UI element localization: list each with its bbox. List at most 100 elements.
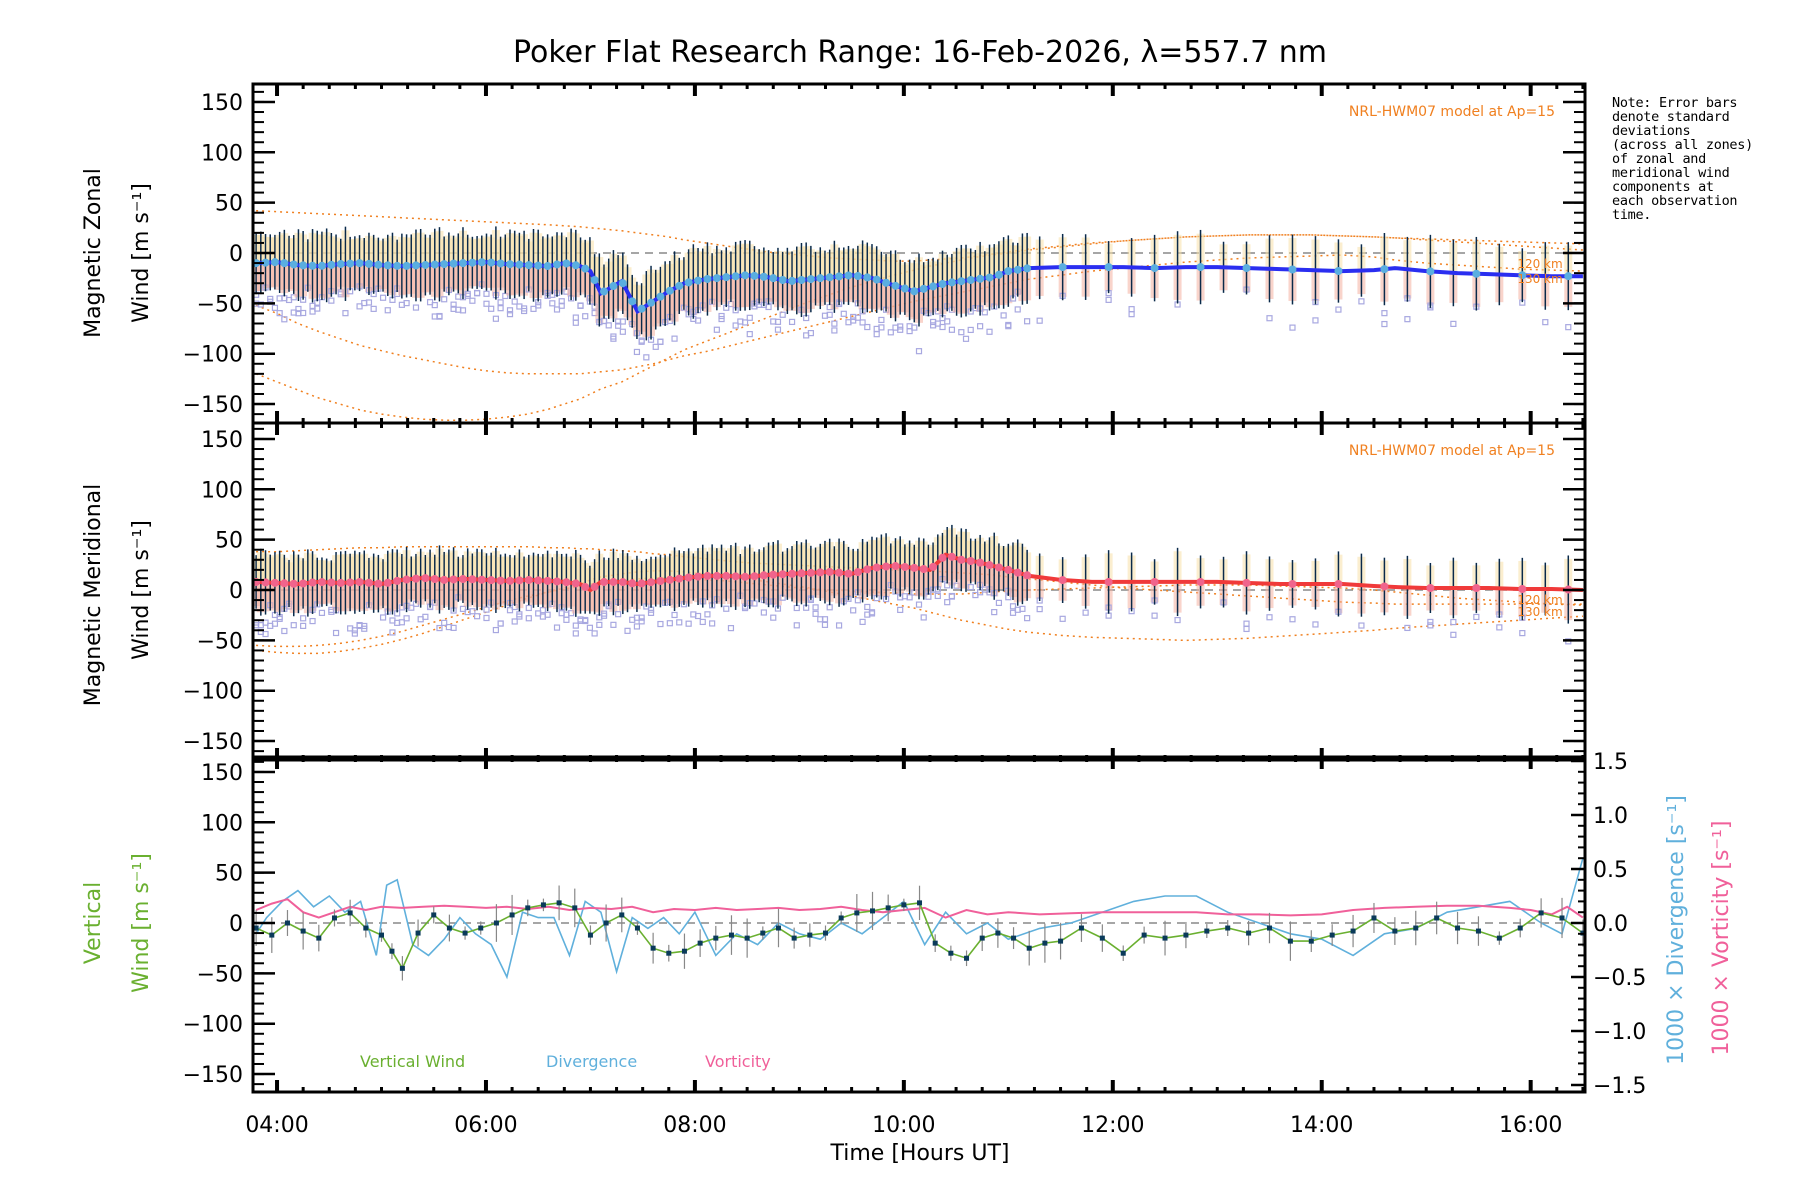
zone-point <box>1358 298 1365 305</box>
zonal-wind-marker <box>393 261 402 270</box>
zone-point <box>469 297 476 304</box>
vertical-wind-marker <box>331 915 337 921</box>
zonal-wind-marker <box>1380 265 1389 274</box>
zonal-wind-marker <box>524 261 533 270</box>
y-tick-label: −100 <box>183 680 243 705</box>
meridional-wind-marker <box>496 576 505 585</box>
zone-point <box>831 320 838 327</box>
vertical-wind-marker <box>378 932 384 938</box>
zone-point <box>488 305 495 312</box>
meridional-wind-marker <box>806 568 815 577</box>
vertical-wind-marker <box>948 950 954 956</box>
zonal-wind-marker <box>571 261 580 270</box>
zone-point <box>1000 312 1007 319</box>
zonal-wind-marker <box>1023 264 1032 273</box>
zonal-wind-marker <box>647 298 656 307</box>
vertical-wind-marker <box>478 925 484 931</box>
y2-tick-label: 0.0 <box>1593 912 1628 937</box>
zonal-wind-marker <box>581 264 590 273</box>
vertical-wind-marker <box>964 955 970 961</box>
zone-point <box>1427 622 1434 629</box>
y-tick-label: −50 <box>197 962 243 987</box>
zonal-wind-marker <box>1518 271 1527 280</box>
zone-point <box>356 303 363 310</box>
zone-point <box>633 623 641 630</box>
vertical-wind-marker <box>1246 930 1252 936</box>
legend-vertical-wind: Vertical Wind <box>360 1052 465 1071</box>
zone-point <box>1266 315 1273 322</box>
meridional-wind-marker <box>910 563 919 572</box>
meridional-wind-marker <box>684 573 693 582</box>
zone-point <box>549 300 556 307</box>
zone-point <box>666 620 673 627</box>
zone-point <box>991 609 998 616</box>
meridional-wind-marker <box>1013 568 1022 577</box>
zone-point <box>793 622 800 629</box>
y-tick-label: −50 <box>197 292 243 317</box>
x-axis-label: Time [Hours UT] <box>830 1141 1010 1166</box>
zonal-wind-marker <box>675 281 684 290</box>
vertical-wind-marker <box>681 948 687 954</box>
zonal-wind-marker <box>797 275 806 284</box>
zonal-wind-marker <box>1472 269 1481 278</box>
vertical-wind-marker <box>300 928 306 934</box>
zonal-wind-marker <box>430 260 439 269</box>
zonal-wind-marker <box>1242 264 1251 273</box>
zone-point <box>521 307 528 315</box>
zonal-wind-marker <box>806 275 815 284</box>
vertical-wind-marker <box>728 932 734 938</box>
zone-point <box>788 318 796 326</box>
zone-point <box>1289 324 1296 331</box>
zone-point <box>1082 609 1089 616</box>
y-tick-label: 100 <box>201 478 243 503</box>
zone-point <box>379 294 387 301</box>
vertical-wind-marker <box>1559 915 1565 921</box>
meridional-wind-marker <box>355 577 364 586</box>
zone-point <box>1174 616 1181 624</box>
zone-point <box>361 622 368 630</box>
meridional-wind-marker <box>458 575 467 584</box>
y-tick-label: −100 <box>183 343 243 368</box>
vertical-wind-line <box>255 902 1584 971</box>
vertical-wind-marker <box>399 965 405 971</box>
meridional-wind-marker <box>618 578 627 587</box>
meridional-wind-marker <box>853 568 862 577</box>
zonal-wind-marker <box>684 278 693 287</box>
zone-point <box>300 622 307 629</box>
zone-point <box>718 315 725 323</box>
vertical-wind-marker <box>1042 940 1048 946</box>
zone-point <box>370 305 377 312</box>
meridional-wind-marker <box>1104 577 1113 586</box>
vorticity-line <box>255 898 1584 919</box>
vertical-wind-marker <box>1538 910 1544 916</box>
zonal-wind-marker <box>947 278 956 287</box>
zone-point <box>915 348 923 355</box>
meridional-model-label: NRL-HWM07 model at Ap=15 <box>1349 443 1555 459</box>
zone-point <box>897 606 904 614</box>
meridional-wind-marker <box>1196 577 1205 586</box>
vertical-wind-marker <box>1078 925 1084 931</box>
x-tick-label: 04:00 <box>245 1113 308 1138</box>
zonal-wind-marker <box>308 261 317 270</box>
zonal-wind-marker <box>835 272 844 281</box>
zone-point <box>1005 321 1012 329</box>
zone-point <box>342 310 349 317</box>
zone-point <box>332 629 340 637</box>
zonal-wind-marker <box>261 258 270 267</box>
divergence-axis-label: 1000 × Divergence [s⁻¹] <box>1664 795 1689 1065</box>
zonal-ylabel-line2: Wind [m s⁻¹] <box>129 183 154 323</box>
zone-point <box>577 302 584 309</box>
vertical-wind-marker <box>666 950 672 956</box>
meridional-wind-marker <box>665 575 674 584</box>
y-tick-label: −150 <box>183 1063 243 1088</box>
zone-point <box>436 624 443 632</box>
meridional-wind-marker <box>1518 584 1527 593</box>
vertical-wind-marker <box>415 930 421 936</box>
zone-point <box>262 619 269 626</box>
zone-point <box>553 306 561 313</box>
zonal-wind-marker <box>1196 263 1205 272</box>
zonal-wind-marker <box>421 260 430 269</box>
y-tick-label: 50 <box>215 862 243 887</box>
vertical-wind-marker <box>1455 925 1461 931</box>
zonal-wind-marker <box>317 261 326 270</box>
